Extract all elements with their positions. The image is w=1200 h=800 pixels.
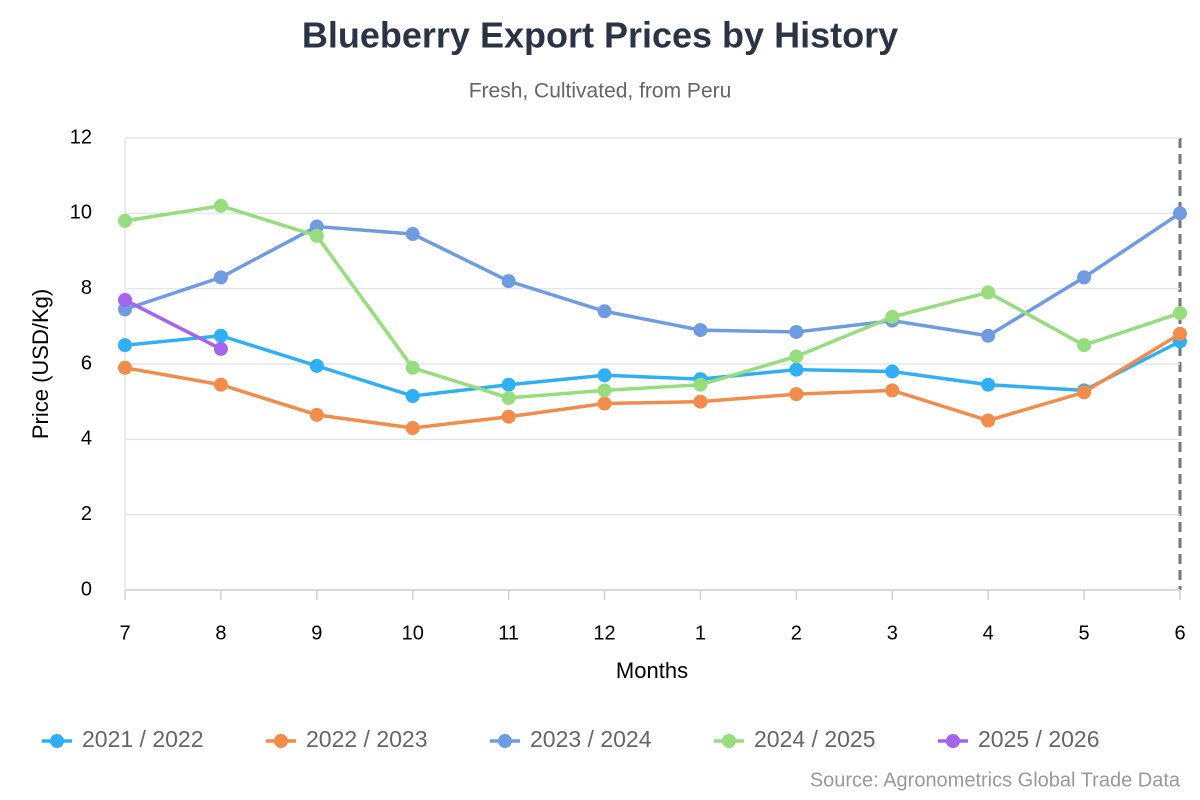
data-point [789, 362, 804, 377]
data-point [405, 389, 420, 404]
x-tick-label: 5 [1079, 622, 1090, 644]
x-tick-label: 8 [215, 622, 226, 644]
data-point [118, 338, 132, 353]
data-point [885, 383, 900, 398]
y-tick-label: 10 [70, 202, 92, 224]
legend-marker [50, 734, 64, 748]
data-point [1077, 385, 1092, 400]
data-point [693, 377, 708, 392]
data-point [789, 324, 804, 339]
data-point [501, 409, 516, 424]
chart-subtitle: Fresh, Cultivated, from Peru [469, 80, 732, 103]
data-point [405, 227, 420, 242]
data-point [789, 349, 804, 364]
data-point [501, 377, 516, 392]
data-point [597, 304, 612, 319]
data-point [981, 413, 996, 428]
x-axis-label: Months [616, 658, 688, 683]
chart-title: Blueberry Export Prices by History [302, 15, 898, 56]
y-tick-label: 2 [81, 503, 92, 525]
legend-label: 2021 / 2022 [82, 726, 204, 752]
x-tick-label: 4 [983, 622, 994, 644]
data-point [597, 383, 612, 398]
series-line [124, 298, 222, 351]
series-line [124, 333, 1181, 398]
data-point [981, 328, 996, 343]
source-note: Source: Agronometrics Global Trade Data [810, 769, 1181, 791]
data-point [597, 396, 612, 411]
data-point [213, 377, 228, 392]
legend-label: 2022 / 2023 [306, 726, 428, 752]
data-point [213, 198, 228, 213]
data-point [118, 360, 132, 375]
data-point [405, 421, 420, 436]
x-tick-label: 6 [1174, 622, 1185, 644]
data-point [789, 387, 804, 402]
data-point [597, 368, 612, 383]
y-tick-label: 0 [81, 578, 92, 600]
legend-marker [722, 734, 736, 748]
legend-marker [274, 734, 288, 748]
data-point [1173, 326, 1187, 341]
legend-marker [498, 734, 512, 748]
data-point [118, 292, 132, 307]
y-tick-label: 12 [70, 126, 92, 148]
data-point [885, 309, 900, 324]
data-point [981, 285, 996, 300]
y-tick-label: 4 [81, 428, 92, 450]
legend-label: 2023 / 2024 [530, 726, 652, 752]
x-tick-label: 9 [311, 622, 322, 644]
data-point [981, 377, 996, 392]
y-tick-label: 8 [81, 277, 92, 299]
data-point [213, 270, 228, 285]
data-point [309, 358, 324, 373]
x-tick-label: 1 [695, 622, 706, 644]
data-point [309, 407, 324, 422]
series-line [124, 204, 1181, 400]
x-tick-label: 3 [887, 622, 898, 644]
x-tick-label: 7 [119, 622, 130, 644]
y-axis-label: Price (USD/Kg) [28, 289, 53, 439]
legend-label: 2025 / 2026 [978, 726, 1100, 752]
data-point [213, 328, 228, 343]
data-point [1077, 338, 1092, 353]
legend-marker [946, 734, 960, 748]
data-point [501, 390, 516, 405]
data-point [213, 341, 228, 356]
data-point [118, 213, 132, 228]
x-tick-label: 10 [402, 622, 424, 644]
data-point [1173, 306, 1187, 321]
data-point [501, 274, 516, 289]
data-point [1173, 206, 1187, 221]
data-point [885, 364, 900, 379]
series-line [124, 211, 1181, 338]
data-point [693, 394, 708, 409]
data-point [405, 360, 420, 375]
x-tick-label: 12 [593, 622, 615, 644]
data-point [693, 323, 708, 338]
y-tick-label: 6 [81, 352, 92, 374]
data-point [1077, 270, 1092, 285]
data-point [309, 228, 324, 243]
legend-label: 2024 / 2025 [754, 726, 876, 752]
x-tick-label: 2 [791, 622, 802, 644]
series-line [124, 332, 1181, 430]
x-tick-label: 11 [498, 622, 519, 644]
